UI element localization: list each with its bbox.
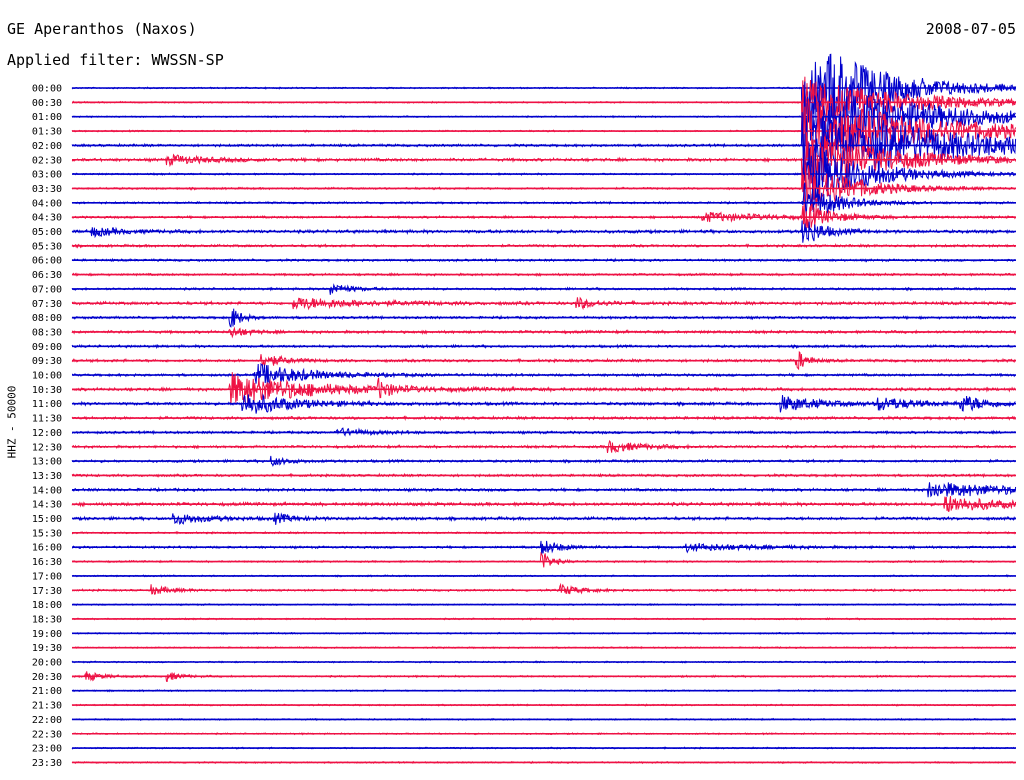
trace-row [72, 551, 1016, 568]
filter-label: Applied filter: WWSSN-SP [7, 51, 224, 69]
row-time-label: 23:00 [32, 744, 62, 755]
trace-row [72, 582, 1016, 595]
row-time-label: 09:00 [32, 342, 62, 353]
row-time-label: 03:00 [32, 170, 62, 181]
row-time-label: 22:00 [32, 715, 62, 726]
row-time-label: 06:30 [32, 270, 62, 281]
record-date: 2008-07-05 [925, 20, 1016, 38]
row-time-label: 13:30 [32, 471, 62, 482]
row-time-label: 04:30 [32, 213, 62, 224]
row-time-label: 19:30 [32, 643, 62, 654]
row-time-label: 00:30 [32, 98, 62, 109]
row-time-label: 16:30 [32, 557, 62, 568]
row-time-label: 16:00 [32, 543, 62, 554]
row-time-label: 10:00 [32, 371, 62, 382]
row-time-label: 03:30 [32, 184, 62, 195]
row-time-label: 02:00 [32, 141, 62, 152]
row-time-label: 05:30 [32, 241, 62, 252]
row-time-label: 18:30 [32, 614, 62, 625]
row-time-label: 23:30 [32, 758, 62, 769]
row-time-label: 04:00 [32, 198, 62, 209]
row-time-label: 21:30 [32, 701, 62, 712]
row-time-label: 17:30 [32, 586, 62, 597]
trace-row [71, 326, 1017, 339]
trace-row [71, 283, 1016, 295]
row-time-label: 02:30 [32, 155, 62, 166]
row-time-label: 05:00 [32, 227, 62, 238]
row-time-label: 01:00 [32, 112, 62, 123]
row-time-label: 21:00 [32, 686, 62, 697]
row-time-label: 00:00 [32, 84, 62, 95]
row-time-label: 11:00 [32, 399, 62, 410]
row-time-label: 18:00 [32, 600, 62, 611]
row-time-label: 14:00 [32, 485, 62, 496]
row-time-label: 12:00 [32, 428, 62, 439]
row-time-label: 13:00 [32, 457, 62, 468]
row-time-label: 07:00 [32, 284, 62, 295]
row-time-label: 01:30 [32, 127, 62, 138]
row-time-label: 14:30 [32, 500, 62, 511]
row-time-label: 15:30 [32, 528, 62, 539]
row-time-label: 15:00 [32, 514, 62, 525]
trace-row [72, 372, 1016, 405]
row-time-label: 10:30 [32, 385, 62, 396]
row-time-label: 11:30 [32, 414, 62, 425]
row-time-label: 20:30 [32, 672, 62, 683]
row-time-label: 08:00 [32, 313, 62, 324]
row-time-label: 08:30 [32, 327, 62, 338]
row-time-label: 07:30 [32, 299, 62, 310]
row-time-label: 12:30 [32, 442, 62, 453]
row-time-label: 19:00 [32, 629, 62, 640]
station-title: GE Aperanthos (Naxos) [7, 20, 197, 38]
row-time-label: 06:00 [32, 256, 62, 267]
row-time-label: 20:00 [32, 658, 62, 669]
row-time-label: 22:30 [32, 729, 62, 740]
row-time-label: 09:30 [32, 356, 62, 367]
row-time-label: 17:00 [32, 571, 62, 582]
